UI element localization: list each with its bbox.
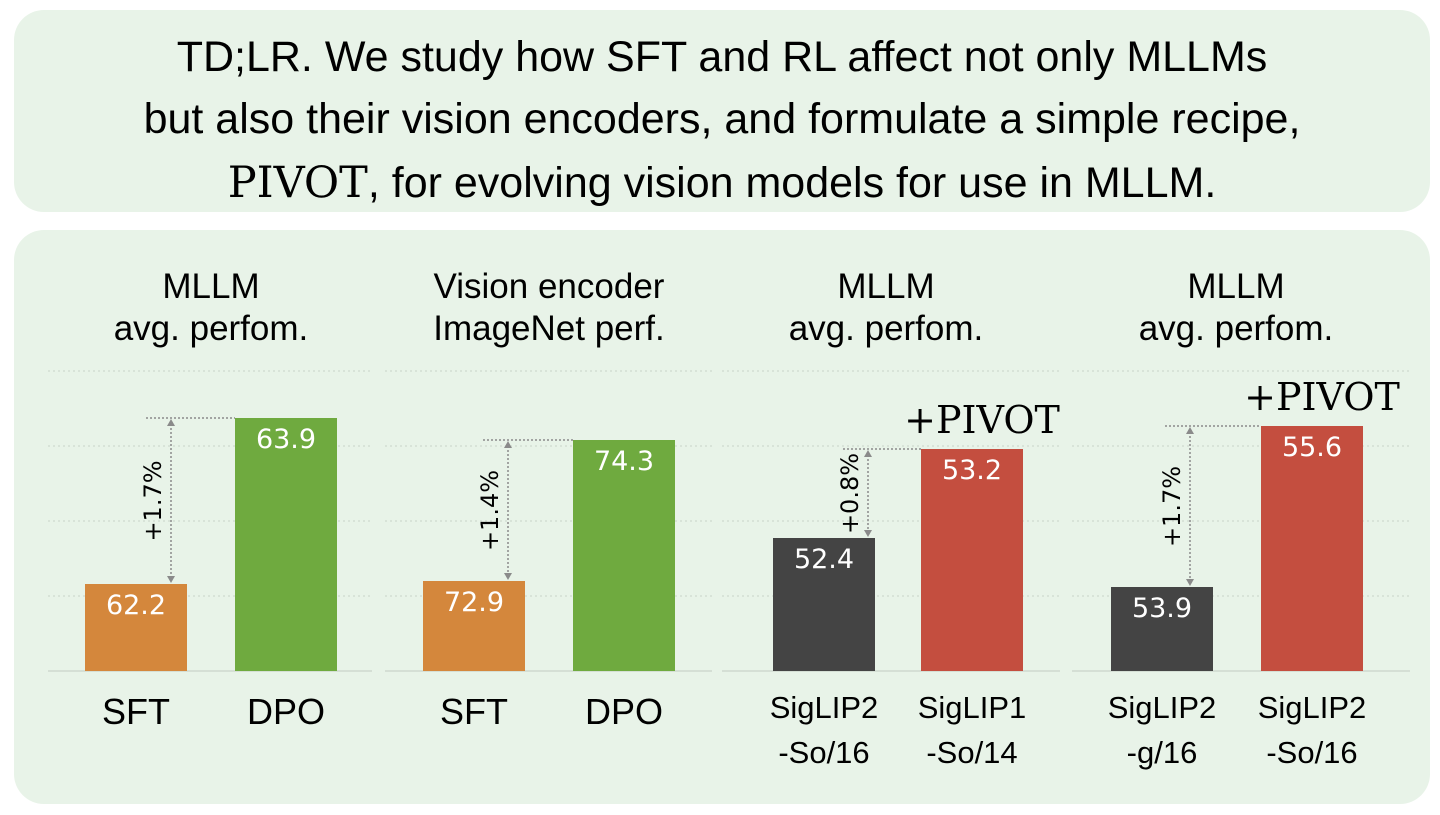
chart-3-bar-1 — [773, 538, 875, 671]
chart-2-arrowhead-up — [504, 441, 512, 448]
tldr-line-3: PIVOT, for evolving vision models for us… — [14, 158, 1430, 208]
chart-3-difference-label: +0.8% — [836, 453, 864, 534]
chart-3-value-label: 52.4 — [794, 544, 854, 575]
chart-3-arrowhead-up — [864, 450, 872, 457]
chart-4-difference-label: +1.7% — [1158, 466, 1186, 547]
tldr-line-2: but also their vision encoders, and form… — [143, 95, 1301, 143]
chart-1-category-label: SFT — [102, 691, 170, 732]
chart-4-category-label: SigLIP2 — [1258, 690, 1367, 725]
chart-4-arrowhead-down — [1186, 579, 1194, 586]
chart-1-bar-1 — [85, 584, 187, 671]
chart-4-category-label: -g/16 — [1127, 735, 1198, 770]
chart-4-category-label: -So/16 — [1266, 735, 1357, 770]
chart-3-category-label: SigLIP1 — [918, 690, 1027, 725]
chart-1-arrowhead-up — [167, 419, 175, 426]
chart-3-title-line: MLLM — [837, 267, 934, 306]
chart-2-value-label: 72.9 — [444, 587, 504, 618]
chart-1-value-label: 63.9 — [256, 424, 316, 455]
tldr-line-3-rest: , for evolving vision models for use in … — [367, 159, 1217, 207]
chart-2-bar-1 — [423, 581, 525, 671]
chart-2-difference-label: +1.4% — [476, 470, 504, 551]
chart-1-title-line: MLLM — [162, 267, 259, 306]
chart-4-title-line: MLLM — [1187, 267, 1284, 306]
chart-4-value-label: 55.6 — [1282, 432, 1342, 463]
chart-1-difference-label: +1.7% — [139, 460, 167, 541]
chart-2-title-line: ImageNet perf. — [433, 309, 665, 348]
chart-3-value-label: 53.2 — [942, 455, 1002, 486]
chart-2-category-label: DPO — [585, 691, 663, 732]
chart-1-category-label: DPO — [247, 691, 325, 732]
tldr-box: TD;LR. We study how SFT and RL affect no… — [14, 10, 1430, 212]
method-name: PIVOT — [227, 158, 368, 208]
chart-2-bar-2 — [573, 440, 675, 671]
chart-4-bar-2 — [1261, 426, 1363, 671]
chart-2-title-line: Vision encoder — [434, 267, 665, 306]
chart-1-arrowhead-down — [167, 576, 175, 583]
chart-2-value-label: 74.3 — [594, 446, 654, 477]
chart-3-title-line: avg. perfom. — [789, 309, 984, 348]
chart-1-bar-2 — [235, 418, 337, 671]
chart-4-bar-1 — [1111, 587, 1213, 671]
chart-4-category-label: SigLIP2 — [1108, 690, 1217, 725]
chart-4-arrowhead-up — [1186, 427, 1194, 434]
chart-3-pivot-tag: +PIVOT — [904, 398, 1060, 442]
chart-3-category-label: -So/14 — [926, 735, 1017, 770]
chart-1-value-label: 62.2 — [106, 590, 166, 621]
tldr-line-1: TD;LR. We study how SFT and RL affect no… — [176, 33, 1268, 81]
chart-4-title-line: avg. perfom. — [1139, 309, 1334, 348]
chart-2-arrowhead-down — [504, 573, 512, 580]
chart-3-arrowhead-down — [864, 530, 872, 537]
chart-3-bar-2 — [921, 449, 1023, 671]
chart-2-category-label: SFT — [440, 691, 508, 732]
chart-4-pivot-tag: +PIVOT — [1244, 375, 1400, 419]
chart-4-value-label: 53.9 — [1132, 593, 1192, 624]
chart-3-category-label: -So/16 — [778, 735, 869, 770]
chart-1-title-line: avg. perfom. — [114, 309, 309, 348]
chart-3-category-label: SigLIP2 — [770, 690, 879, 725]
